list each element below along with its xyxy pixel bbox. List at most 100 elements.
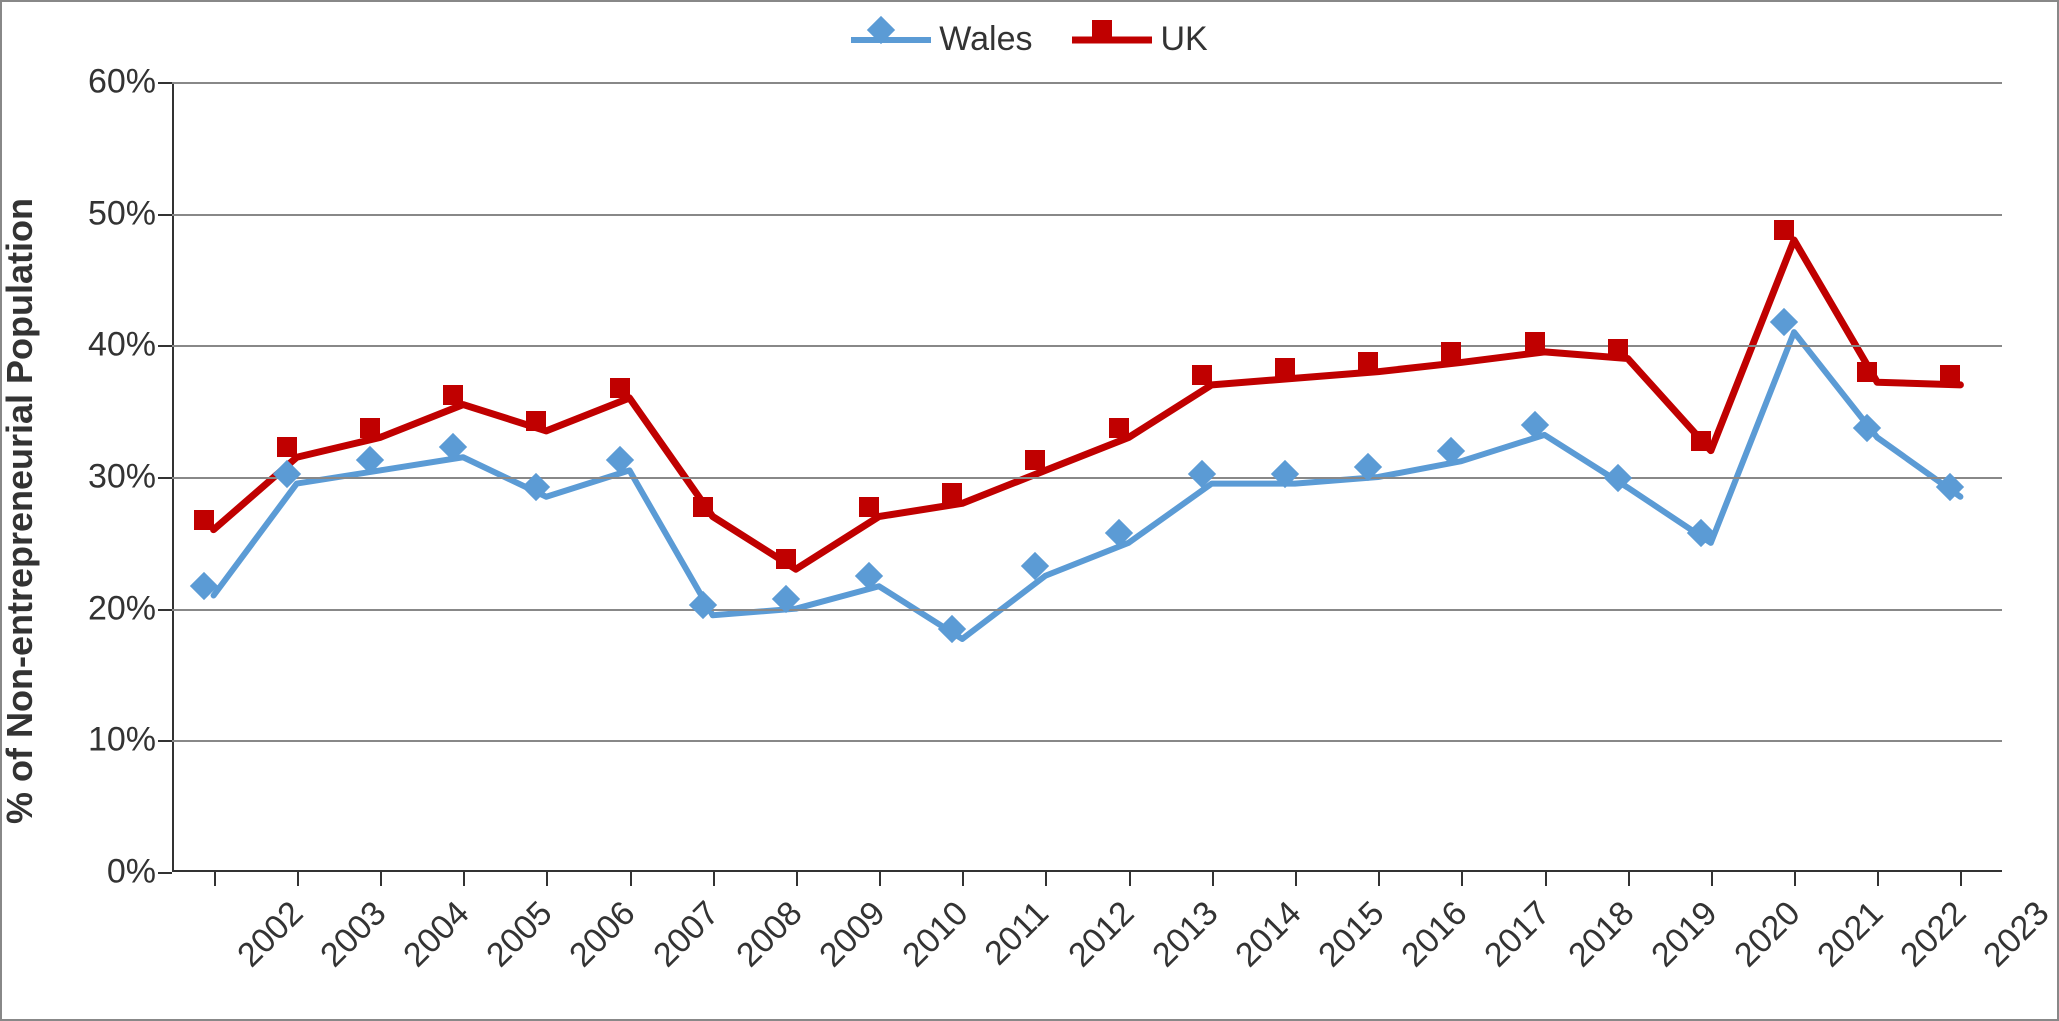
square-icon xyxy=(1025,450,1045,470)
gridline xyxy=(172,214,2002,216)
ytick-label: 60% xyxy=(88,63,172,102)
legend-item-uk: UK xyxy=(1072,20,1207,59)
square-icon xyxy=(1275,358,1295,378)
data-point-wales xyxy=(204,586,224,606)
xtick-mark xyxy=(1960,872,1962,886)
data-point-wales xyxy=(1451,451,1471,471)
series-line-wales xyxy=(214,332,1961,639)
xtick-mark xyxy=(1461,872,1463,886)
legend-label-wales: Wales xyxy=(939,20,1032,59)
xtick-mark xyxy=(463,872,465,886)
xtick-mark xyxy=(713,872,715,886)
square-icon xyxy=(360,418,380,438)
gridline xyxy=(172,609,2002,611)
square-icon xyxy=(1102,30,1122,50)
data-point-uk xyxy=(1285,368,1305,388)
xtick-label: 2020 xyxy=(1727,894,1808,975)
gridline xyxy=(172,740,2002,742)
data-point-uk xyxy=(1202,375,1222,395)
xtick-label: 2008 xyxy=(729,894,810,975)
data-point-wales xyxy=(287,474,307,494)
square-icon xyxy=(1192,365,1212,385)
y-axis-title: % of Non-entrepreneurial Population xyxy=(0,197,41,823)
data-point-uk xyxy=(620,388,640,408)
data-point-uk xyxy=(1119,428,1139,448)
data-point-wales xyxy=(453,447,473,467)
xtick-mark xyxy=(214,872,216,886)
xtick-label: 2012 xyxy=(1062,894,1143,975)
xtick-label: 2021 xyxy=(1810,894,1891,975)
data-point-wales xyxy=(869,576,889,596)
xtick-label: 2018 xyxy=(1561,894,1642,975)
square-icon xyxy=(194,510,214,530)
data-point-uk xyxy=(453,395,473,415)
square-icon xyxy=(1092,20,1112,40)
square-icon xyxy=(277,437,297,457)
square-icon xyxy=(1691,431,1711,451)
xtick-label: 2002 xyxy=(230,894,311,975)
data-point-uk xyxy=(703,507,723,527)
data-point-wales xyxy=(1618,478,1638,498)
data-point-wales xyxy=(1867,428,1887,448)
square-icon xyxy=(859,497,879,517)
xtick-mark xyxy=(1129,872,1131,886)
xtick-label: 2019 xyxy=(1644,894,1725,975)
xtick-mark xyxy=(1877,872,1879,886)
legend-swatch-wales xyxy=(851,28,931,52)
square-icon xyxy=(693,497,713,517)
xtick-label: 2003 xyxy=(313,894,394,975)
data-point-uk xyxy=(1368,362,1388,382)
square-icon xyxy=(610,378,630,398)
data-point-uk xyxy=(536,421,556,441)
xtick-mark xyxy=(630,872,632,886)
xtick-label: 2009 xyxy=(812,894,893,975)
data-point-uk xyxy=(1535,342,1555,362)
data-point-uk xyxy=(1451,352,1471,372)
square-icon xyxy=(1358,352,1378,372)
ytick-label: 10% xyxy=(88,721,172,760)
ytick-label: 30% xyxy=(88,458,172,497)
xtick-label: 2010 xyxy=(895,894,976,975)
chart-container: Wales UK % of Non-entrepreneurial Popula… xyxy=(0,0,2059,1021)
square-icon xyxy=(1441,342,1461,362)
xtick-label: 2017 xyxy=(1477,894,1558,975)
xtick-mark xyxy=(1628,872,1630,886)
data-point-wales xyxy=(1701,533,1721,553)
legend-label-uk: UK xyxy=(1160,20,1207,59)
xtick-label: 2014 xyxy=(1228,894,1309,975)
data-point-wales xyxy=(620,460,640,480)
xtick-label: 2005 xyxy=(479,894,560,975)
data-point-wales xyxy=(1285,474,1305,494)
square-icon xyxy=(1940,365,1960,385)
square-icon xyxy=(1774,220,1794,240)
data-point-uk xyxy=(1618,349,1638,369)
data-point-uk xyxy=(287,447,307,467)
data-point-wales xyxy=(370,460,390,480)
xtick-label: 2016 xyxy=(1394,894,1475,975)
data-point-wales xyxy=(1950,487,1970,507)
xtick-label: 2015 xyxy=(1311,894,1392,975)
xtick-mark xyxy=(1794,872,1796,886)
square-icon xyxy=(1608,339,1628,359)
legend: Wales UK xyxy=(2,20,2057,59)
legend-swatch-uk xyxy=(1072,28,1152,52)
xtick-mark xyxy=(1545,872,1547,886)
ytick-label: 40% xyxy=(88,326,172,365)
data-point-uk xyxy=(204,520,224,540)
data-point-uk xyxy=(1035,460,1055,480)
xtick-mark xyxy=(546,872,548,886)
xtick-mark xyxy=(1378,872,1380,886)
data-point-wales xyxy=(1119,533,1139,553)
xtick-mark xyxy=(1711,872,1713,886)
data-point-uk xyxy=(869,507,889,527)
xtick-label: 2004 xyxy=(396,894,477,975)
square-icon xyxy=(942,483,962,503)
data-point-uk xyxy=(952,493,972,513)
data-point-wales xyxy=(1368,467,1388,487)
square-icon xyxy=(1109,418,1129,438)
data-point-wales xyxy=(952,629,972,649)
data-point-uk xyxy=(1784,230,1804,250)
xtick-mark xyxy=(380,872,382,886)
xtick-mark xyxy=(1295,872,1297,886)
square-icon xyxy=(1857,362,1877,382)
